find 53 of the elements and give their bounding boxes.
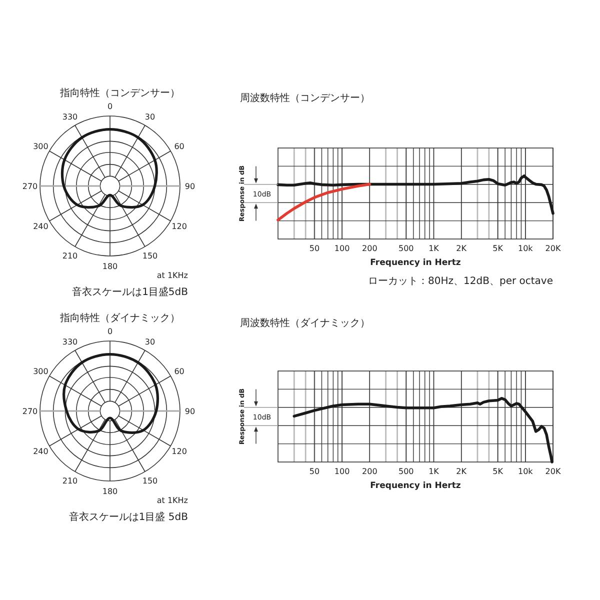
spoke-label: 150: [142, 476, 158, 486]
spoke-label: 0: [107, 327, 113, 336]
x-tick-label: 20K: [545, 467, 562, 476]
text: at 1KHz: [156, 496, 188, 505]
spoke-label: 210: [62, 476, 78, 486]
spoke-label: 150: [142, 251, 158, 260]
spoke-label: 180: [102, 262, 118, 271]
text: at 1KHz: [156, 271, 188, 280]
x-tick-label: 10k: [518, 467, 534, 476]
x-tick-label: 200: [362, 467, 378, 476]
x-tick-label: 1K: [428, 467, 440, 476]
spoke-label: 120: [172, 447, 187, 456]
text: 音衣スケールは1目盛5dB: [72, 286, 188, 298]
spoke-label: 30: [144, 338, 156, 347]
x-tick-label: 100: [334, 244, 350, 253]
spoke-label: 240: [33, 447, 48, 456]
spoke-label: 60: [174, 142, 184, 151]
x-tick-label: 20K: [545, 244, 562, 253]
spoke-label: 30: [144, 112, 156, 122]
spoke-label: 300: [33, 367, 48, 376]
x-tick-label: 100: [334, 467, 350, 476]
spoke-label: 0: [107, 102, 113, 111]
x-tick-label: 2K: [456, 467, 468, 476]
spoke-label: 90: [184, 182, 196, 191]
spoke-label: 90: [184, 407, 196, 416]
spoke-label: 120: [172, 222, 187, 231]
chart-title: 周波数特性（コンデンサー）: [240, 92, 370, 104]
spoke-label: 330: [62, 338, 78, 347]
x-tick-label: 50: [309, 467, 320, 476]
x-tick-label: 5K: [492, 244, 504, 253]
chart-title: 周波数特性（ダイナミック）: [240, 317, 370, 329]
spoke-label: 180: [102, 487, 118, 496]
x-axis-title: Frequency in Hertz: [370, 481, 461, 491]
spoke-label: 240: [33, 222, 48, 231]
chart-title: 指向特性（コンデンサー）: [59, 87, 180, 99]
x-tick-label: 10k: [518, 244, 534, 253]
text: 音衣スケールは1目盛 5dB: [68, 511, 188, 523]
spoke-label: 270: [22, 182, 38, 191]
x-axis-title: Frequency in Hertz: [370, 258, 461, 268]
x-tick-label: 500: [398, 467, 414, 476]
text: ローカット：80Hz、12dB、per octave: [368, 276, 553, 287]
x-tick-label: 2K: [456, 244, 468, 253]
x-tick-label: 200: [362, 244, 378, 253]
chart-title: 指向特性（ダイナミック）: [59, 312, 180, 324]
spoke-label: 330: [62, 112, 78, 122]
x-tick-label: 500: [398, 244, 414, 253]
spoke-label: 300: [33, 142, 48, 151]
spoke-label: 60: [174, 367, 184, 376]
x-tick-label: 50: [309, 244, 320, 253]
spoke-label: 210: [62, 251, 78, 260]
x-tick-label: 5K: [492, 467, 504, 476]
x-tick-label: 1K: [428, 244, 440, 253]
spoke-label: 270: [22, 407, 38, 416]
